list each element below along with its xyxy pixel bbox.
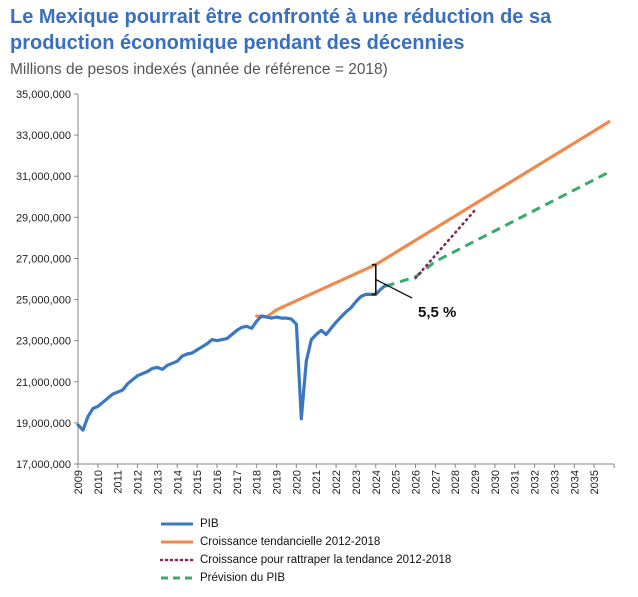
x-tick-label: 2012 bbox=[133, 470, 145, 494]
x-tick-label: 2026 bbox=[410, 470, 422, 494]
y-tick-label: 29,000,000 bbox=[16, 212, 71, 224]
x-tick-label: 2019 bbox=[272, 470, 284, 494]
annotation-layer: 5,5 % bbox=[371, 263, 456, 321]
x-tick-label: 2016 bbox=[212, 470, 224, 494]
legend-item: PIB bbox=[160, 515, 451, 533]
x-tick-label: 2011 bbox=[113, 470, 125, 494]
legend: PIB Croissance tendancielle 2012-2018 Croi… bbox=[160, 515, 451, 587]
legend-swatch bbox=[161, 576, 193, 580]
y-tick-label: 17,000,000 bbox=[16, 459, 71, 471]
y-tick-label: 21,000,000 bbox=[16, 377, 71, 389]
x-tick-label: 2025 bbox=[391, 470, 403, 494]
x-tick-label: 2017 bbox=[232, 470, 244, 494]
annotation-label: 5,5 % bbox=[418, 304, 456, 321]
axes: 17,000,000 19,000,000 21,000,000 23,000,000… bbox=[16, 89, 615, 494]
annotation-leader-line bbox=[375, 278, 413, 299]
y-tick-label: 33,000,000 bbox=[16, 130, 71, 142]
legend-label: PIB bbox=[200, 518, 219, 530]
series-line-pib bbox=[76, 283, 388, 432]
x-tick-label: 2024 bbox=[371, 470, 383, 494]
x-tick-label: 2013 bbox=[152, 470, 164, 494]
y-tick-label: 19,000,000 bbox=[16, 418, 71, 430]
legend-swatch bbox=[161, 522, 193, 526]
x-tick-label: 2018 bbox=[252, 470, 264, 494]
x-tick-label: 2031 bbox=[510, 470, 522, 494]
x-tick-label: 2009 bbox=[73, 470, 85, 494]
chart-subtitle: Millions de pesos indexés (année de réfé… bbox=[10, 61, 388, 78]
y-tick-label: 27,000,000 bbox=[16, 253, 71, 265]
y-tick-label: 23,000,000 bbox=[16, 336, 71, 348]
x-tick-label: 2029 bbox=[470, 470, 482, 494]
legend-swatch bbox=[160, 558, 194, 562]
x-tick-label: 2023 bbox=[351, 470, 363, 494]
legend-item: Prévision du PIB bbox=[160, 569, 451, 587]
legend-item: Croissance pour rattraper la tendance 20… bbox=[160, 551, 451, 569]
series-line-croissance-tendancielle-2012-2018 bbox=[255, 120, 611, 319]
chart-title: Le Mexique pourrait être confronté à une… bbox=[10, 6, 552, 54]
legend-label: Prévision du PIB bbox=[200, 572, 286, 584]
y-tick-label: 25,000,000 bbox=[16, 295, 71, 307]
x-tick-label: 2020 bbox=[291, 470, 303, 494]
legend-label: Croissance tendancielle 2012-2018 bbox=[200, 536, 381, 548]
x-tick-label: 2015 bbox=[192, 470, 204, 494]
x-tick-label: 2032 bbox=[530, 470, 542, 494]
x-tick-label: 2010 bbox=[93, 470, 105, 494]
x-tick-label: 2027 bbox=[430, 470, 442, 494]
x-tick-label: 2035 bbox=[589, 470, 601, 494]
x-tick-label: 2033 bbox=[549, 470, 561, 494]
series-layer bbox=[76, 120, 611, 432]
x-tick-label: 2022 bbox=[331, 470, 343, 494]
x-tick-label: 2014 bbox=[172, 470, 184, 494]
legend-swatch bbox=[161, 540, 193, 544]
x-tick-label: 2030 bbox=[490, 470, 502, 494]
legend-item: Croissance tendancielle 2012-2018 bbox=[160, 533, 451, 551]
x-tick-label: 2028 bbox=[450, 470, 462, 494]
legend-label: Croissance pour rattraper la tendance 20… bbox=[200, 554, 452, 566]
y-tick-label: 31,000,000 bbox=[16, 171, 71, 183]
x-tick-label: 2021 bbox=[311, 470, 323, 494]
y-tick-label: 35,000,000 bbox=[16, 89, 71, 101]
x-tick-label: 2034 bbox=[569, 470, 581, 494]
series-line-pr-vision-du-pib bbox=[385, 170, 610, 288]
series-line-croissance-pour-rattraper-la-tendance-2012-2018 bbox=[414, 208, 477, 280]
